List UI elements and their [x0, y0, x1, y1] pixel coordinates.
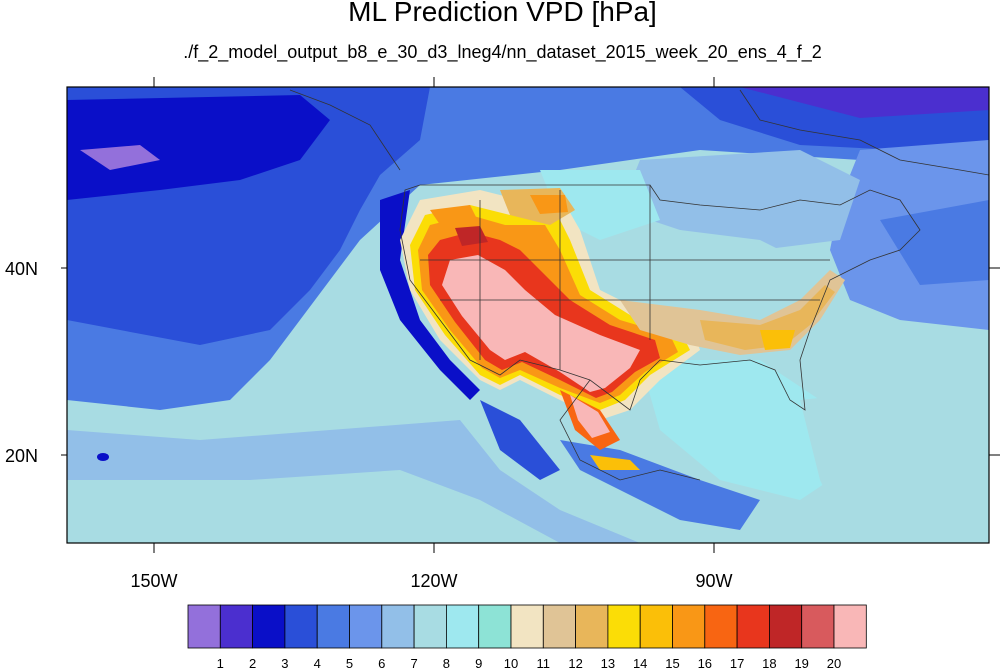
colorbar-label: 1 [217, 656, 224, 671]
colorbar-label: 11 [537, 656, 551, 671]
map-subtitle: ./f_2_model_output_b8_e_30_d3_lneg4/nn_d… [183, 42, 822, 62]
colorbar-swatch [349, 604, 383, 649]
colorbar-swatch [445, 604, 480, 649]
lat-label-40n: 40N [5, 259, 38, 279]
colorbar-label: 14 [633, 656, 647, 671]
colorbar-label: 16 [698, 656, 712, 671]
lon-label-90w: 90W [695, 571, 732, 591]
colorbar-swatch [833, 604, 867, 649]
colorbar-label: 6 [378, 656, 385, 671]
colorbar-swatch [187, 604, 221, 649]
colorbar-label: 15 [665, 656, 679, 671]
colorbar-label: 17 [730, 656, 744, 671]
colorbar-swatch [284, 604, 318, 649]
colorbar-label: 5 [346, 656, 353, 671]
colorbar-swatch [575, 604, 609, 649]
colorbar-label: 9 [475, 656, 482, 671]
colorbar-label: 19 [794, 656, 808, 671]
vpd-field [67, 87, 989, 543]
colorbar-swatch [736, 604, 770, 649]
colorbar-label: 7 [410, 656, 417, 671]
colorbar-swatch [704, 604, 738, 649]
colorbar-label: 20 [827, 656, 841, 671]
colorbar-swatch [639, 604, 673, 649]
colorbar-swatch [219, 604, 254, 649]
colorbar-swatch [510, 604, 544, 649]
boundaries [289, 89, 989, 481]
lon-label-120w: 120W [410, 571, 457, 591]
lat-label-20n: 20N [5, 446, 38, 466]
colorbar-swatch [542, 604, 576, 649]
colorbar-label: 2 [249, 656, 256, 671]
colorbar-swatch [801, 604, 835, 649]
colorbar-label: 10 [504, 656, 518, 671]
colorbar-swatch [252, 604, 286, 649]
colorbar-label: 4 [314, 656, 321, 671]
map-frame [66, 86, 990, 544]
colorbar-label: 13 [601, 656, 615, 671]
colorbar-label: 8 [443, 656, 450, 671]
colorbar-swatch [672, 604, 706, 649]
colorbar-label: 18 [762, 656, 776, 671]
colorbar: 1 2 3 4 5 6 7 8 9 10 11 12 13 14 15 16 17 18 19 20 [187, 604, 867, 671]
axis-ticks [61, 77, 1000, 553]
colorbar-swatch [769, 604, 803, 649]
colorbar-swatch [316, 604, 350, 649]
colorbar-swatch [607, 604, 641, 649]
lon-label-150w: 150W [130, 571, 177, 591]
colorbar-label: 12 [568, 656, 582, 671]
colorbar-swatch [381, 604, 415, 649]
colorbar-swatch [478, 604, 512, 649]
map-title: ML Prediction VPD [hPa] [348, 0, 657, 27]
colorbar-swatch [413, 604, 447, 649]
colorbar-label: 3 [281, 656, 288, 671]
